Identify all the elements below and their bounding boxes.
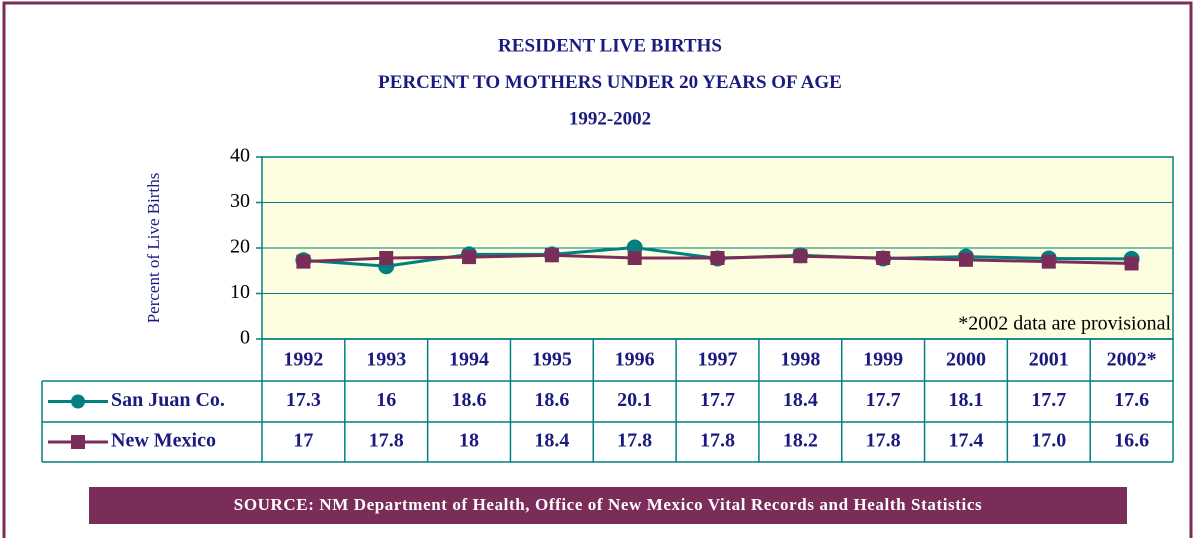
data-label: 17.8	[617, 430, 652, 452]
data-label: 18	[459, 430, 479, 452]
y-tick-label: 20	[230, 236, 250, 258]
marker	[710, 251, 725, 266]
data-label: 17.8	[369, 430, 404, 452]
y-tick-label: 0	[240, 327, 250, 349]
legend-label: New Mexico	[111, 430, 216, 452]
data-label: 18.4	[534, 430, 569, 452]
data-label: 18.4	[783, 389, 818, 411]
marker	[793, 249, 808, 264]
source-box	[89, 487, 1127, 524]
data-label: 18.6	[452, 389, 487, 411]
annotation: *2002 data are provisional	[958, 313, 1171, 335]
y-tick-label: 40	[230, 145, 250, 167]
x-tick-label: 1993	[366, 349, 406, 371]
y-axis-label: Percent of Live Births	[144, 173, 163, 324]
data-label: 17.8	[700, 430, 735, 452]
data-label: 17.0	[1031, 430, 1066, 452]
marker	[1124, 256, 1139, 271]
y-tick-label: 30	[230, 190, 250, 212]
x-tick-label: 2001	[1029, 349, 1069, 371]
marker	[876, 251, 891, 266]
data-label: 16	[376, 389, 396, 411]
data-label: 17.7	[866, 389, 901, 411]
chart-title: PERCENT TO MOTHERS UNDER 20 YEARS OF AGE	[378, 72, 842, 93]
marker	[296, 254, 311, 269]
data-label: 17	[293, 430, 313, 452]
marker	[462, 250, 477, 265]
marker	[627, 251, 642, 266]
source: SOURCE: NM Department of Health, Office …	[234, 495, 982, 514]
x-tick-label: 1994	[449, 349, 489, 371]
legend-label: San Juan Co.	[111, 389, 225, 411]
data-label: 17.6	[1114, 389, 1149, 411]
legend-marker	[71, 435, 85, 449]
data-label: 17.3	[286, 389, 321, 411]
x-tick-label: 1992	[283, 349, 323, 371]
data-label: 20.1	[617, 389, 652, 411]
data-label: 17.8	[866, 430, 901, 452]
marker	[1041, 254, 1056, 269]
x-tick-label: 1999	[863, 349, 903, 371]
legend-marker	[71, 394, 85, 409]
data-label: 16.6	[1114, 430, 1149, 452]
marker	[544, 248, 559, 263]
data-label: 17.7	[700, 389, 735, 411]
marker	[958, 252, 973, 267]
x-tick-label: 1997	[698, 349, 738, 371]
data-label: 18.1	[948, 389, 983, 411]
chart-title: 1992-2002	[569, 108, 651, 129]
x-tick-label: 1996	[615, 349, 655, 371]
chart-title: RESIDENT LIVE BIRTHS	[498, 35, 722, 56]
data-label: 17.4	[948, 430, 983, 452]
data-label: 18.2	[783, 430, 818, 452]
marker	[379, 251, 394, 266]
data-label: 17.7	[1031, 389, 1066, 411]
x-tick-label: 2000	[946, 349, 986, 371]
data-label: 18.6	[534, 389, 569, 411]
y-tick-label: 10	[230, 281, 250, 303]
x-tick-label: 1995	[532, 349, 572, 371]
x-tick-label: 1998	[780, 349, 820, 371]
x-tick-label: 2002*	[1107, 349, 1157, 371]
